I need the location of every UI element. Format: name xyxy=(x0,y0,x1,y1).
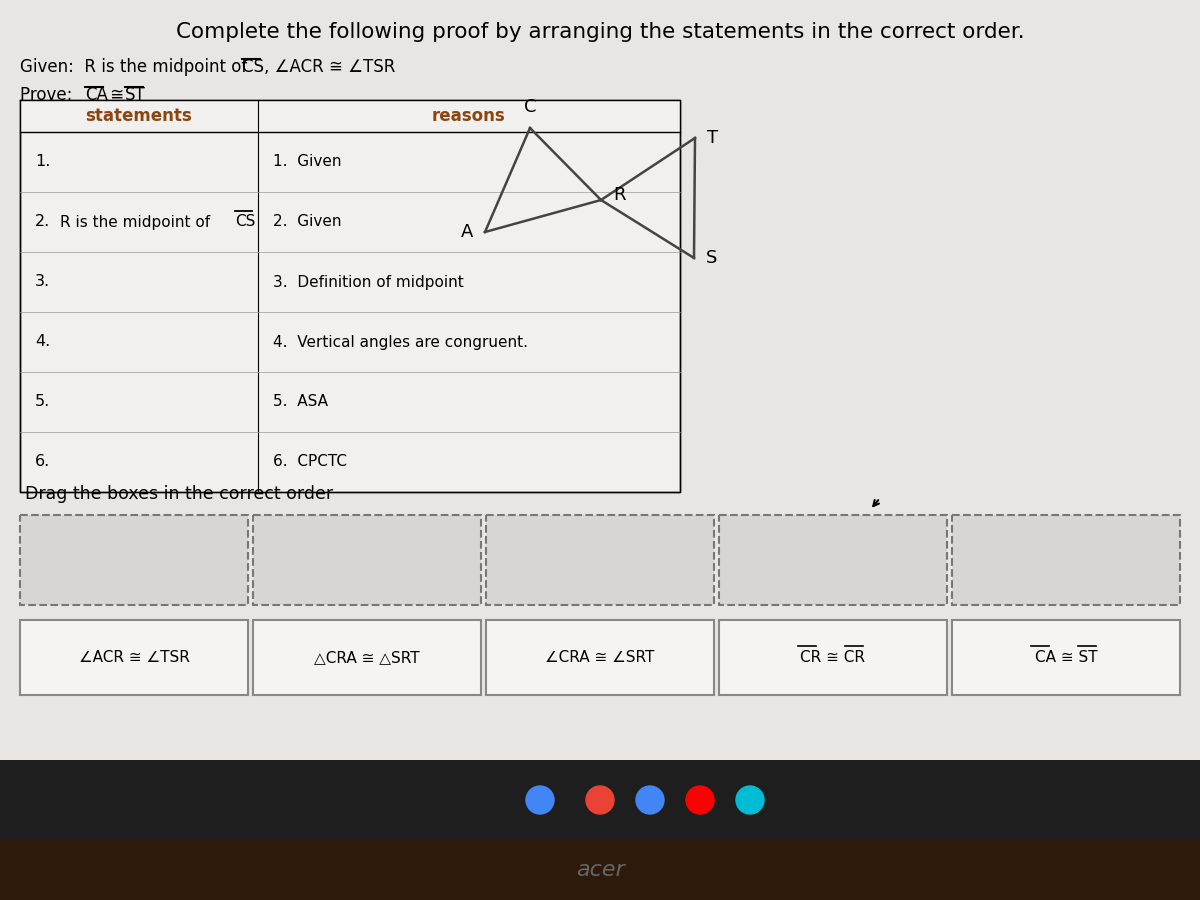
Circle shape xyxy=(686,786,714,814)
Text: Drag the boxes in the correct order: Drag the boxes in the correct order xyxy=(25,485,334,503)
Circle shape xyxy=(636,786,664,814)
Text: 2.  Given: 2. Given xyxy=(272,214,341,230)
Bar xyxy=(719,515,947,605)
Circle shape xyxy=(526,786,554,814)
Text: 5.: 5. xyxy=(35,394,50,410)
Text: 1.: 1. xyxy=(35,155,50,169)
Text: 1.  Given: 1. Given xyxy=(272,155,341,169)
Text: R is the midpoint of: R is the midpoint of xyxy=(60,214,215,230)
Bar xyxy=(719,620,947,695)
Text: 2.: 2. xyxy=(35,214,50,230)
Bar xyxy=(253,515,481,605)
Bar xyxy=(253,620,481,695)
Text: Prove:: Prove: xyxy=(20,86,83,104)
Bar xyxy=(0,760,1200,840)
Text: 4.: 4. xyxy=(35,335,50,349)
Bar xyxy=(952,515,1180,605)
Text: acer: acer xyxy=(576,860,624,880)
Text: CR ≅ CR: CR ≅ CR xyxy=(800,650,865,665)
Text: △CRA ≅ △SRT: △CRA ≅ △SRT xyxy=(314,650,420,665)
Text: CA ≅ ST: CA ≅ ST xyxy=(1034,650,1097,665)
Text: A: A xyxy=(461,223,473,241)
Bar xyxy=(20,100,680,132)
Text: Complete the following proof by arranging the statements in the correct order.: Complete the following proof by arrangin… xyxy=(175,22,1025,42)
Text: statements: statements xyxy=(85,107,192,125)
Bar xyxy=(20,515,248,605)
Bar xyxy=(20,100,680,492)
Circle shape xyxy=(736,786,764,814)
Text: S: S xyxy=(706,249,718,267)
Text: CA: CA xyxy=(85,86,108,104)
Text: C: C xyxy=(523,98,536,116)
Text: 6.  CPCTC: 6. CPCTC xyxy=(272,454,347,470)
Bar xyxy=(952,620,1180,695)
Text: 3.  Definition of midpoint: 3. Definition of midpoint xyxy=(272,274,463,290)
Bar xyxy=(0,840,1200,900)
Text: ∠CRA ≅ ∠SRT: ∠CRA ≅ ∠SRT xyxy=(545,650,655,665)
Text: ∠ACR ≅ ∠TSR: ∠ACR ≅ ∠TSR xyxy=(78,650,190,665)
Bar xyxy=(20,620,248,695)
Text: 5.  ASA: 5. ASA xyxy=(272,394,328,410)
Bar xyxy=(486,515,714,605)
Text: ST: ST xyxy=(125,86,145,104)
Text: CS: CS xyxy=(235,214,256,230)
Text: Given:  R is the midpoint of: Given: R is the midpoint of xyxy=(20,58,252,76)
Text: 4.  Vertical angles are congruent.: 4. Vertical angles are congruent. xyxy=(272,335,528,349)
Bar xyxy=(0,0,1200,760)
Bar xyxy=(486,620,714,695)
Text: CS, ∠ACR ≅ ∠TSR: CS, ∠ACR ≅ ∠TSR xyxy=(242,58,395,76)
Text: ≅: ≅ xyxy=(106,86,130,104)
Text: R: R xyxy=(613,186,625,204)
Text: 6.: 6. xyxy=(35,454,50,470)
Circle shape xyxy=(586,786,614,814)
Text: T: T xyxy=(707,129,718,147)
Text: reasons: reasons xyxy=(432,107,505,125)
Text: 3.: 3. xyxy=(35,274,50,290)
